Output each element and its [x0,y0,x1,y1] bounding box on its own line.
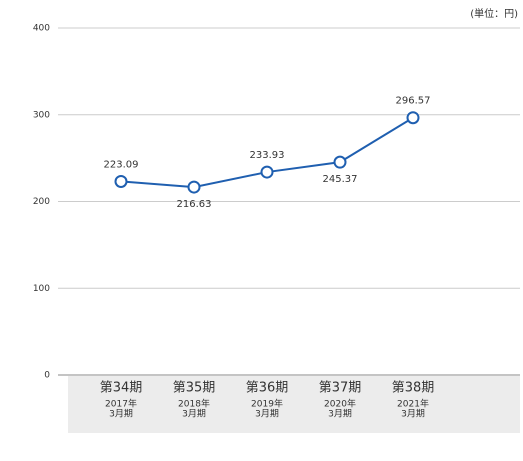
y-tick-label: 200 [33,197,50,207]
data-label: 296.57 [396,96,431,107]
x-tick-label: 第38期 [392,381,435,396]
x-tick-label: 2020年 [324,398,356,410]
x-tick-label: 2017年 [105,398,137,410]
x-tick-label: 2019年 [251,398,283,410]
unit-label: (単位：円) [470,7,518,20]
data-label: 245.37 [323,174,358,185]
marker [114,174,128,188]
data-label: 216.63 [177,199,212,210]
data-label: 233.93 [250,150,285,161]
x-tick-label: 2021年 [397,398,429,410]
x-tick-label: 3月期 [182,409,206,420]
category-band [68,376,520,433]
x-tick-label: 3月期 [255,409,279,420]
x-tick-label: 第34期 [100,381,143,396]
x-tick-label: 3月期 [328,409,352,420]
x-tick-label: 3月期 [109,409,133,420]
x-tick-label: 3月期 [401,409,425,420]
y-tick-label: 400 [33,24,50,34]
x-tick-label: 第36期 [246,381,289,396]
x-tick-label: 第37期 [319,381,362,396]
y-tick-label: 300 [33,110,50,120]
x-tick-label: 第35期 [173,381,216,396]
y-tick-label: 100 [33,284,50,294]
marker [333,155,347,169]
marker [187,180,201,194]
marker [406,111,420,125]
marker [260,165,274,179]
y-tick-label: 0 [44,371,50,381]
data-label: 223.09 [104,159,139,170]
x-tick-label: 2018年 [178,398,210,410]
